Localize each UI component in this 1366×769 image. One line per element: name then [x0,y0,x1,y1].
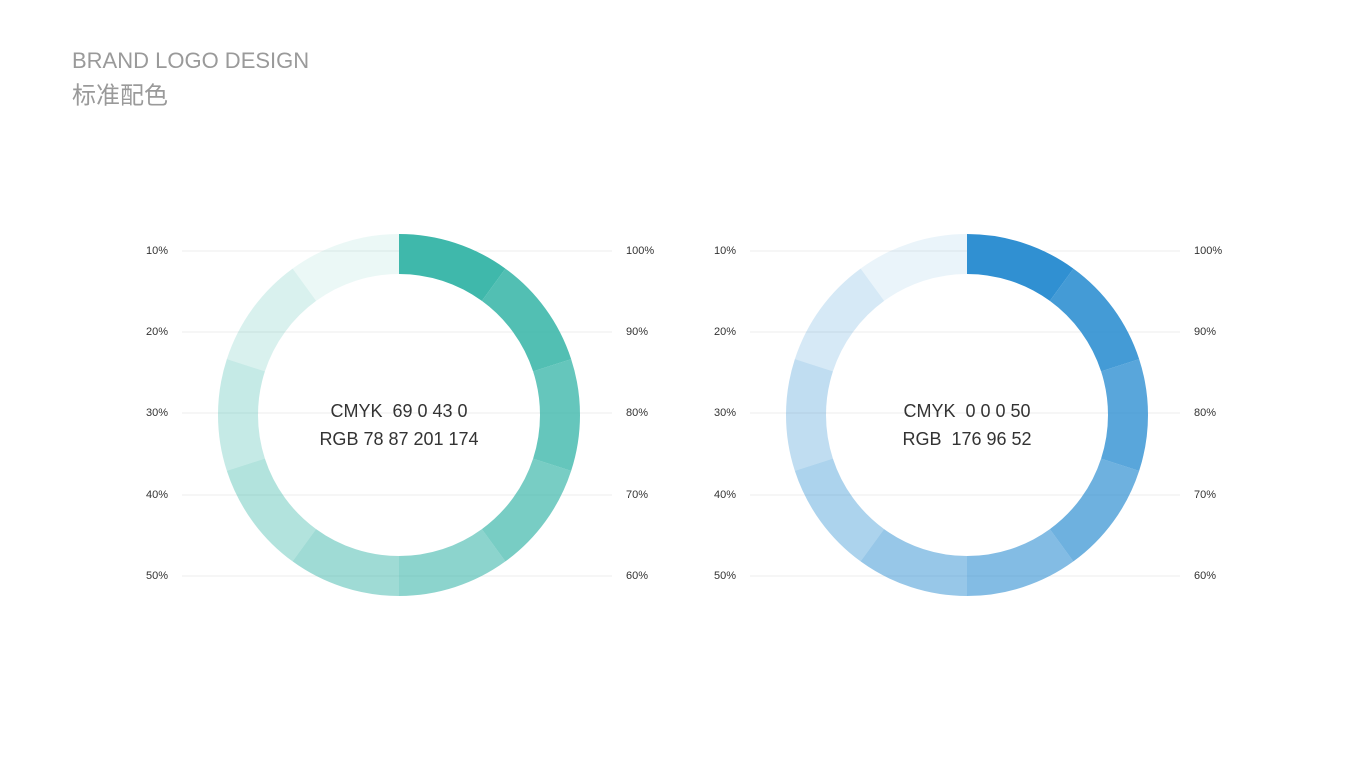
ring-segment [226,458,317,562]
ring-segment [794,268,885,372]
ring-segment [860,234,967,301]
ring-segment [399,529,506,596]
level-label: 40% [714,489,736,501]
level-label: 60% [626,570,648,582]
ring-segment [786,359,833,471]
cmyk-text: CMYK 0 0 0 50 [903,401,1030,421]
ring-segment [399,234,506,301]
level-label: 10% [714,245,736,257]
ring-segment [794,458,885,562]
subtitle: 标准配色 [72,82,168,109]
ring-segment [533,359,580,471]
level-label: 60% [1194,570,1216,582]
rgb-text: RGB 176 96 52 [902,429,1031,449]
ring-segment [292,529,399,596]
level-label: 20% [714,326,736,338]
level-label: 50% [714,570,736,582]
ring-segment [217,359,265,471]
rgb-text: RGB 78 87 201 174 [319,429,478,449]
level-label: 30% [146,407,168,419]
ring-segment [292,234,399,301]
level-label: 90% [626,326,648,338]
ring-segment [481,268,572,372]
ring-segment [1049,268,1140,372]
level-label: 10% [146,245,168,257]
level-label: 70% [1194,489,1216,501]
level-label: 50% [146,570,168,582]
level-label: 40% [146,489,168,501]
level-label: 80% [1194,407,1216,419]
ring-segment [1049,458,1140,562]
level-label: 20% [146,326,168,338]
level-label: 70% [626,489,648,501]
ring-segment [860,529,967,596]
ring-segment [226,268,317,372]
ring-segment [1101,359,1149,471]
level-label: 30% [714,407,736,419]
title: BRAND LOGO DESIGN [72,48,309,73]
level-label: 100% [626,245,654,257]
ring-segment [481,458,572,562]
level-label: 100% [1194,245,1222,257]
ring-segment [967,234,1074,301]
ring-segment [967,529,1074,596]
cmyk-text: CMYK 69 0 43 0 [330,401,467,421]
level-label: 80% [626,407,648,419]
level-label: 90% [1194,326,1216,338]
